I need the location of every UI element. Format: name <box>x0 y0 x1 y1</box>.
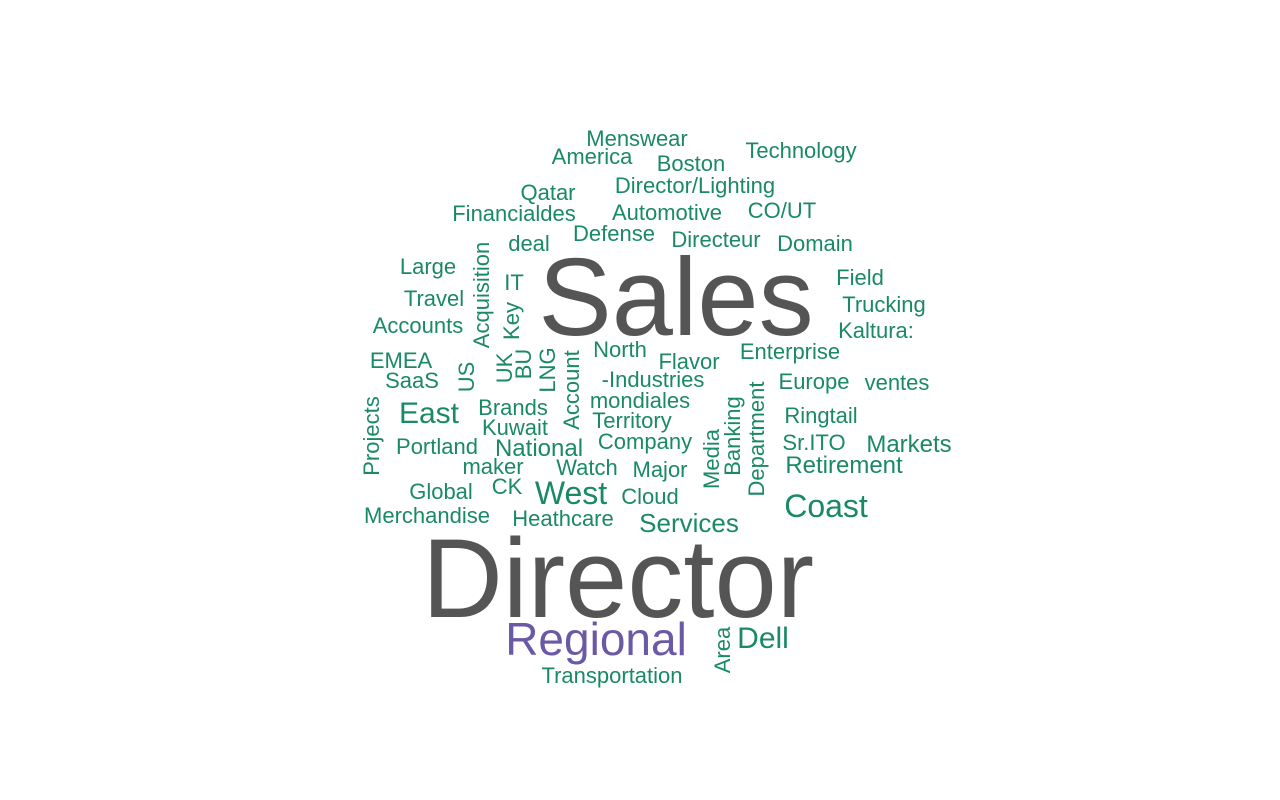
word-major: Major <box>632 459 687 481</box>
word-boston: Boston <box>657 153 726 175</box>
word-domain: Domain <box>777 233 853 255</box>
word-travel: Travel <box>404 288 464 310</box>
word-accounts: Accounts <box>373 315 464 337</box>
word-department: Department <box>746 382 768 497</box>
word-acquisition: Acquisition <box>471 242 493 348</box>
word-merchandise: Merchandise <box>364 505 490 527</box>
word-saas: SaaS <box>385 370 439 392</box>
word-ringtail: Ringtail <box>784 405 857 427</box>
word-co-ut: CO/UT <box>748 200 816 222</box>
word-key: Key <box>501 302 523 340</box>
word-transportation: Transportation <box>541 665 682 687</box>
word-cloud: Cloud <box>621 486 678 508</box>
word-deal: deal <box>508 233 550 255</box>
word-north: North <box>593 339 647 361</box>
word-company: Company <box>598 431 692 453</box>
word-kuwait: Kuwait <box>482 417 548 439</box>
word-ck: CK <box>492 476 523 498</box>
word-global: Global <box>409 481 473 503</box>
word-financialdes: Financialdes <box>452 203 576 225</box>
word-field: Field <box>836 267 884 289</box>
word-sr-ito: Sr.ITO <box>782 432 845 454</box>
word-lng: LNG <box>537 347 559 392</box>
word-america: America <box>552 146 633 168</box>
word-dell: Dell <box>737 624 789 654</box>
word-defense: Defense <box>573 223 655 245</box>
word-it: IT <box>504 272 524 294</box>
word-trucking: Trucking <box>842 294 926 316</box>
word-account: Account <box>561 350 583 430</box>
word-bu: BU <box>513 349 535 380</box>
word-heathcare: Heathcare <box>512 508 614 530</box>
word-west: West <box>535 477 607 509</box>
word-area: Area <box>712 627 734 673</box>
word-banking: Banking <box>722 396 744 476</box>
word-director-lighting: Director/Lighting <box>615 175 775 197</box>
word-us: US <box>456 362 478 393</box>
word-services: Services <box>639 510 739 536</box>
word-markets: Markets <box>866 433 951 457</box>
word-coast: Coast <box>784 490 868 522</box>
word-europe: Europe <box>779 371 850 393</box>
word-east: East <box>399 399 459 429</box>
word-enterprise: Enterprise <box>740 341 840 363</box>
word-regional: Regional <box>505 616 687 662</box>
word-directeur: Directeur <box>671 229 760 251</box>
word-watch: Watch <box>556 457 618 479</box>
word-sales: Sales <box>538 243 813 353</box>
word-technology: Technology <box>745 140 856 162</box>
word-projects: Projects <box>361 396 383 475</box>
word-ventes: ventes <box>865 372 930 394</box>
word-large: Large <box>400 256 456 278</box>
word-kaltura: Kaltura: <box>838 320 914 342</box>
